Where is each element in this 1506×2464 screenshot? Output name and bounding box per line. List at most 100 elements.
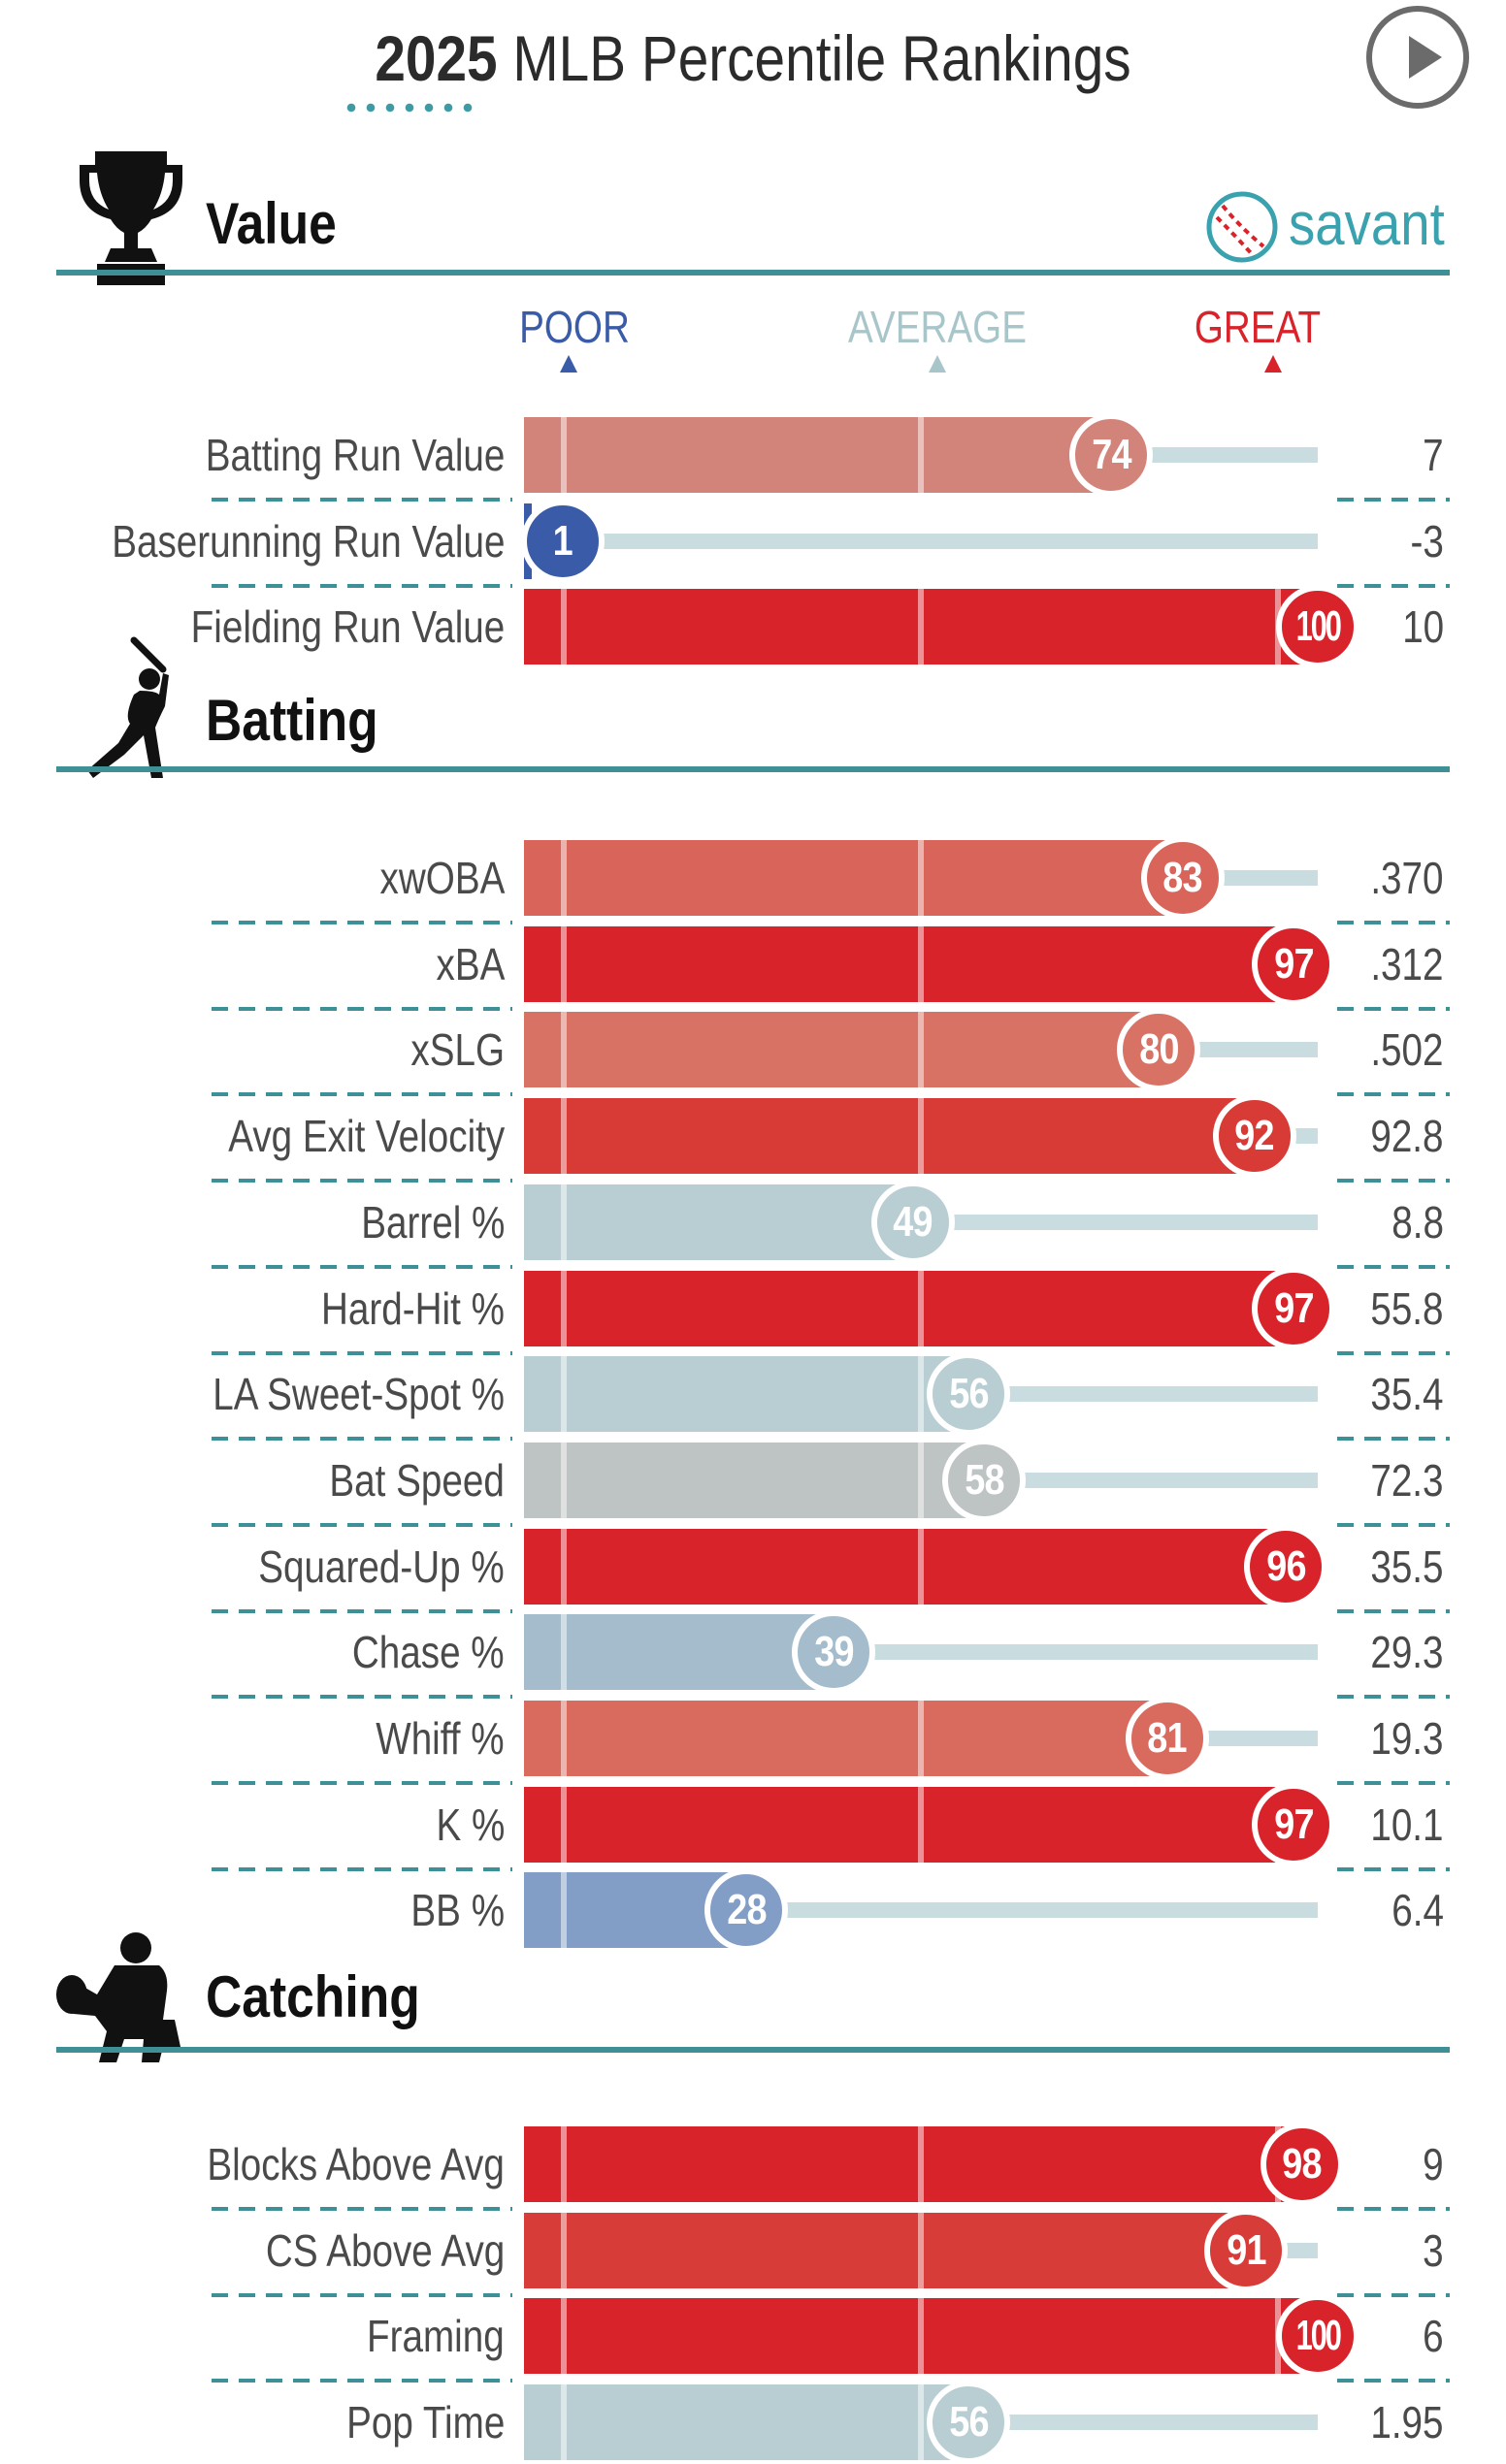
- metric-label: CS Above Avg: [265, 2224, 505, 2276]
- metric-value: 10.1: [1370, 1799, 1444, 1850]
- title-text: MLB Percentile Rankings: [512, 22, 1131, 94]
- percentile-value: 56: [948, 1370, 989, 1418]
- metric-label: BB %: [410, 1885, 505, 1936]
- percentile-value: 56: [948, 2398, 989, 2447]
- metric-value: 3: [1423, 2224, 1444, 2276]
- play-button[interactable]: [1366, 6, 1469, 109]
- percentile-bar: [524, 1356, 969, 1433]
- page-title: 2025 MLB Percentile Rankings: [106, 10, 1401, 107]
- percentile-bubble[interactable]: 91: [1204, 2208, 1289, 2292]
- percentile-bar: [524, 2384, 969, 2461]
- percentile-value: 49: [893, 1197, 933, 1246]
- metric-label: LA Sweet-Spot %: [213, 1369, 505, 1420]
- percentile-value: 74: [1092, 431, 1131, 478]
- percentile-value: 97: [1274, 1283, 1314, 1332]
- row-divider: [212, 1781, 512, 1785]
- scale-tick: [918, 1786, 924, 1863]
- metric-value: 8.8: [1391, 1196, 1444, 1248]
- percentile-bubble[interactable]: 56: [927, 1352, 1011, 1437]
- scale-tick: [918, 1701, 924, 1776]
- row-divider: [212, 2207, 512, 2211]
- row-divider: [212, 1608, 512, 1613]
- percentile-bar: [524, 1442, 985, 1518]
- scale-tick: [560, 1701, 567, 1776]
- row-divider: [212, 2292, 512, 2297]
- row-divider: [1337, 498, 1450, 502]
- percentile-track: [524, 533, 1318, 549]
- scale-label-average: AVERAGE: [848, 302, 1027, 352]
- play-icon: [1409, 36, 1442, 79]
- row-divider: [1337, 583, 1450, 588]
- metric-value: 92.8: [1370, 1111, 1444, 1162]
- row-divider: [1337, 921, 1450, 924]
- metric-label: xBA: [436, 938, 505, 989]
- metric-label: Whiff %: [376, 1713, 505, 1764]
- scale-marker-average: [929, 355, 946, 373]
- scale-tick: [560, 2126, 567, 2202]
- percentile-bubble[interactable]: 81: [1125, 1697, 1209, 1780]
- metric-value: 1.95: [1370, 2397, 1444, 2448]
- scale-tick: [918, 589, 924, 665]
- metric-value: 55.8: [1370, 1282, 1444, 1334]
- metric-label: Baserunning Run Value: [111, 515, 505, 567]
- savant-logo[interactable]: savant: [1199, 188, 1452, 266]
- metric-value: .370: [1370, 853, 1444, 903]
- percentile-value: 97: [1274, 1799, 1314, 1848]
- row-divider: [1337, 1006, 1450, 1011]
- metric-value: .312: [1370, 938, 1444, 989]
- percentile-bubble[interactable]: 97: [1252, 1782, 1336, 1866]
- row-divider: [212, 1264, 512, 1269]
- percentile-bubble[interactable]: 49: [870, 1180, 955, 1264]
- percentile-bubble[interactable]: 83: [1140, 836, 1225, 920]
- row-divider: [1337, 2379, 1450, 2383]
- metric-label: Framing: [367, 2311, 505, 2362]
- scale-tick: [560, 840, 567, 916]
- batter-icon: [80, 634, 186, 780]
- percentile-bubble[interactable]: 1: [521, 499, 605, 583]
- metric-label: Barrel %: [360, 1196, 505, 1248]
- row-divider: [1337, 1695, 1450, 1700]
- percentile-bubble[interactable]: 56: [927, 2381, 1011, 2464]
- percentile-bubble[interactable]: 100: [1276, 2294, 1359, 2379]
- scale-tick: [560, 417, 567, 493]
- row-divider: [212, 921, 512, 924]
- percentile-value: 80: [1139, 1025, 1179, 1074]
- percentile-bubble[interactable]: 92: [1212, 1094, 1296, 1179]
- percentile-bubble[interactable]: 74: [1069, 413, 1154, 497]
- scale-tick: [560, 2212, 567, 2288]
- percentile-bar: [524, 1614, 835, 1691]
- metric-value: .502: [1370, 1024, 1444, 1076]
- row-divider: [1337, 1866, 1450, 1871]
- scale-tick: [560, 1614, 567, 1691]
- scale-tick: [560, 1528, 567, 1605]
- scale-tick: [560, 1098, 567, 1175]
- scale-tick: [918, 840, 924, 916]
- percentile-bubble[interactable]: 97: [1252, 922, 1336, 1006]
- title-year: 2025: [375, 22, 498, 94]
- scale-tick: [918, 925, 924, 1002]
- scale-tick: [918, 1528, 924, 1605]
- metric-label: K %: [436, 1799, 505, 1850]
- row-divider: [1337, 1350, 1450, 1355]
- row-divider: [1337, 2207, 1450, 2211]
- scale-tick: [560, 1270, 567, 1346]
- row-divider: [1337, 1522, 1450, 1527]
- row-divider: [1337, 1179, 1450, 1183]
- percentile-bubble[interactable]: 58: [942, 1438, 1027, 1522]
- percentile-bar: [524, 1098, 1255, 1175]
- metric-label: Squared-Up %: [258, 1540, 505, 1592]
- percentile-bubble[interactable]: 28: [704, 1868, 789, 1953]
- percentile-bar: [524, 1270, 1294, 1346]
- percentile-bubble[interactable]: 97: [1252, 1266, 1336, 1350]
- percentile-bubble[interactable]: 80: [1117, 1008, 1201, 1092]
- percentile-bubble[interactable]: 98: [1260, 2123, 1344, 2206]
- metric-value: -3: [1410, 515, 1444, 567]
- percentile-bar: [524, 1183, 913, 1260]
- percentile-bubble[interactable]: 39: [792, 1610, 876, 1695]
- percentile-bubble[interactable]: 96: [1244, 1524, 1328, 1608]
- row-divider: [1337, 1264, 1450, 1269]
- metric-label: Chase %: [352, 1627, 505, 1678]
- percentile-bubble[interactable]: 100: [1276, 585, 1359, 669]
- scale-tick: [918, 1442, 924, 1518]
